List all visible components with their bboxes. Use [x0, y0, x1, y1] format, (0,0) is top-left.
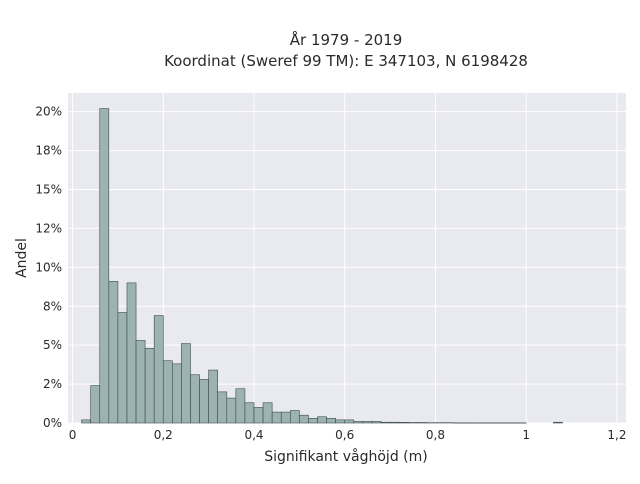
- histogram-bar: [227, 398, 236, 423]
- chart-title-line-1: År 1979 - 2019: [290, 30, 403, 49]
- y-tick-label-4: 10%: [35, 260, 62, 274]
- x-tick-label-2: 0,4: [244, 428, 263, 442]
- histogram-bar: [254, 407, 263, 423]
- histogram-bar: [190, 375, 199, 423]
- histogram-bar: [163, 361, 172, 423]
- x-tick-label-0: 0: [69, 428, 77, 442]
- x-axis-label: Signifikant våghöjd (m): [264, 448, 427, 465]
- x-axis-ticks: 0 0,2 0,4 0,6 0,8 1 1,2: [69, 428, 627, 442]
- x-tick-label-6: 1,2: [607, 428, 626, 442]
- y-axis-label: Andel: [14, 238, 30, 278]
- histogram-bar: [399, 422, 408, 423]
- y-tick-label-5: 12%: [35, 221, 62, 235]
- y-tick-label-3: 8%: [43, 299, 62, 313]
- histogram-bar: [263, 403, 272, 423]
- histogram-bar: [82, 420, 91, 423]
- histogram-bar: [363, 421, 372, 423]
- histogram-bar: [390, 422, 399, 423]
- histogram-bar: [381, 422, 390, 423]
- histogram-bar: [109, 281, 118, 423]
- x-tick-label-5: 1: [522, 428, 530, 442]
- histogram-bar: [318, 417, 327, 423]
- histogram-bar: [209, 370, 218, 423]
- chart-title-line-2: Koordinat (Sweref 99 TM): E 347103, N 61…: [164, 52, 528, 70]
- histogram-bar: [281, 412, 290, 423]
- y-tick-label-6: 15%: [35, 183, 62, 197]
- histogram-bar: [327, 418, 336, 423]
- histogram-bar: [245, 403, 254, 423]
- y-axis-ticks: 0% 2% 5% 8% 10% 12% 15% 18% 20%: [35, 105, 62, 430]
- x-tick-label-4: 0,8: [426, 428, 445, 442]
- histogram-bar: [91, 386, 100, 423]
- histogram-bar: [308, 418, 317, 423]
- x-tick-label-1: 0,2: [154, 428, 173, 442]
- histogram-bar: [218, 392, 227, 423]
- histogram-bar: [372, 421, 381, 423]
- histogram-bar: [236, 389, 245, 423]
- histogram-bar: [553, 422, 562, 423]
- histogram-bar: [299, 415, 308, 423]
- histogram-bar: [136, 341, 145, 424]
- y-tick-label-1: 2%: [43, 377, 62, 391]
- x-tick-label-3: 0,6: [335, 428, 354, 442]
- histogram-bar: [272, 412, 281, 423]
- y-tick-label-0: 0%: [43, 416, 62, 430]
- histogram-bar: [127, 283, 136, 423]
- histogram-bar: [200, 379, 209, 423]
- histogram-bar: [181, 344, 190, 423]
- histogram-bar: [145, 348, 154, 423]
- histogram-bar: [154, 316, 163, 423]
- y-tick-label-2: 5%: [43, 338, 62, 352]
- histogram-bar: [354, 421, 363, 423]
- histogram-bar: [336, 420, 345, 423]
- histogram-bar: [100, 109, 109, 423]
- histogram-bar: [172, 364, 181, 423]
- y-tick-label-7: 18%: [35, 144, 62, 158]
- histogram-bar: [118, 312, 127, 423]
- histogram-bar: [290, 411, 299, 423]
- y-tick-label-8: 20%: [35, 105, 62, 119]
- histogram-bar: [345, 420, 354, 423]
